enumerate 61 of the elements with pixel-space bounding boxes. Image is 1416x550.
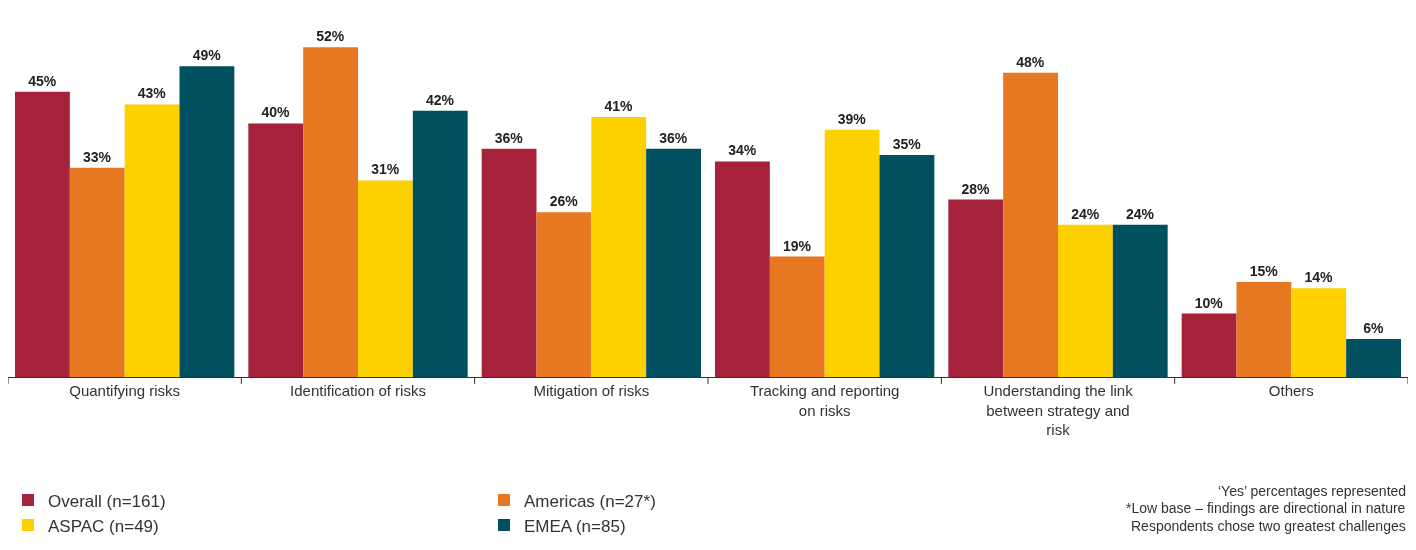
data-label: 41% (604, 98, 634, 115)
x-tick-label: Identification of risks (290, 382, 426, 399)
bar (715, 161, 770, 377)
data-label: 14% (1304, 269, 1334, 286)
data-label: 19% (782, 237, 812, 254)
x-tick-label: Quantifying risks (69, 382, 181, 399)
legend-label: EMEA (n=85) (524, 516, 626, 536)
x-tick-label: Understanding the link between strategy and risk (983, 382, 1134, 438)
bar (1181, 313, 1237, 377)
bar (1291, 288, 1347, 377)
data-label: 28% (961, 180, 991, 197)
data-label: 10% (1194, 294, 1224, 311)
bar (1058, 224, 1113, 377)
legend-label: Overall (n=161) (48, 491, 166, 511)
text: ‘Yes’ percentages represented (1218, 483, 1407, 499)
bar (948, 199, 1004, 377)
data-label: 31% (371, 161, 400, 178)
data-label: 39% (837, 110, 867, 127)
data-label: 43% (137, 85, 167, 102)
bar (824, 129, 880, 377)
data-label: 26% (549, 193, 579, 210)
data-label: 36% (659, 129, 688, 146)
data-label: 15% (1249, 262, 1279, 279)
legend-label: ASPAC (n=49) (48, 516, 159, 536)
data-label: 6% (1363, 319, 1384, 336)
bar (536, 212, 592, 377)
text: Respondents chose two greatest challenges (1131, 518, 1406, 534)
bar (15, 91, 70, 377)
data-label: 35% (892, 136, 922, 153)
bar (124, 104, 180, 377)
bar (1236, 281, 1292, 377)
text: *Low base – findings are directional in nature (1126, 500, 1406, 516)
bar (769, 256, 825, 377)
data-label: 48% (1016, 53, 1045, 70)
bar (1112, 224, 1168, 377)
bar (248, 123, 304, 377)
data-label: 33% (82, 148, 112, 165)
data-label: 36% (494, 129, 524, 146)
bar (646, 148, 701, 377)
x-tick-label: Others (1268, 382, 1314, 399)
bar (412, 110, 468, 377)
bar (1346, 338, 1401, 377)
data-label: 45% (28, 72, 57, 89)
data-label: 52% (316, 28, 345, 45)
bar (358, 180, 413, 377)
bar (303, 47, 358, 377)
data-label: 40% (261, 104, 291, 121)
data-label: 34% (728, 142, 757, 159)
data-label: 49% (192, 47, 222, 64)
bar (591, 117, 647, 377)
bar (879, 155, 935, 377)
data-label: 24% (1125, 205, 1155, 222)
data-label: 42% (425, 91, 455, 108)
x-tick-label: Mitigation of risks (533, 382, 650, 399)
bar (69, 167, 125, 377)
data-label: 24% (1071, 205, 1100, 222)
x-tick-label: Tracking and reporting on risks (749, 382, 900, 419)
bar (1003, 72, 1058, 377)
bar (481, 148, 537, 377)
bar (179, 66, 235, 377)
legend-label: Americas (n=27*) (524, 491, 656, 511)
